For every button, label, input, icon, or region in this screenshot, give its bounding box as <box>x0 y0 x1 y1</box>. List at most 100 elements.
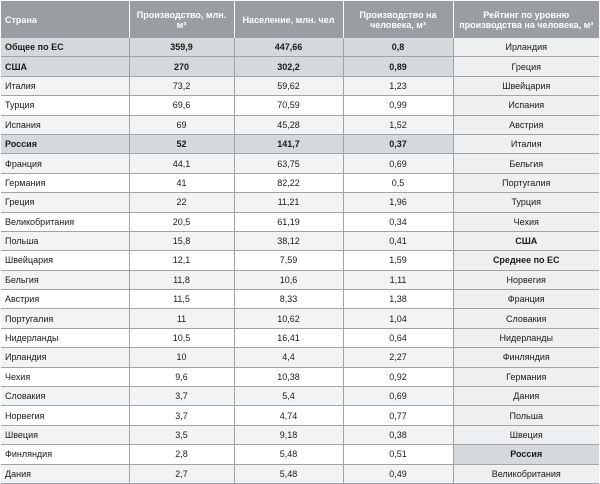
cell-country: Швейцария <box>1 250 130 271</box>
cell-country: Общее по ЕС <box>1 38 130 58</box>
header-population: Население, млн. чел <box>234 1 344 38</box>
cell-production: 69 <box>129 115 235 135</box>
cell-per-capita: 0,92 <box>343 367 454 388</box>
cell-rating: Среднее по ЕС <box>453 250 599 271</box>
cell-per-capita: 1,96 <box>343 192 454 213</box>
table-row: Португалия 11 10,62 1,04 Словакия <box>1 308 599 329</box>
table-row: Германия 41 82,22 0,5 Португалия <box>1 173 599 194</box>
cell-population: 63,75 <box>234 153 344 174</box>
cell-production: 44,1 <box>129 153 235 174</box>
cell-per-capita: 0,5 <box>343 173 454 194</box>
table-row: Испания 69 45,28 1,52 Австрия <box>1 115 599 135</box>
cell-per-capita: 1,04 <box>343 308 454 329</box>
cell-population: 5,48 <box>234 444 344 465</box>
cell-rating: Нидерланды <box>453 328 599 349</box>
table-row: Россия 52 141,7 0,37 Италия <box>1 134 599 155</box>
table-row: Греция 22 11,21 1,96 Турция <box>1 192 599 213</box>
cell-population: 141,7 <box>234 134 344 155</box>
cell-population: 59,62 <box>234 76 344 97</box>
cell-rating: Швеция <box>453 425 599 446</box>
cell-rating: США <box>453 231 599 252</box>
table-body: Общее по ЕС 359,9 447,66 0,8 Ирландия США 270 3… <box>1 38 599 484</box>
cell-per-capita: 0,41 <box>343 231 454 252</box>
table-row: Швеция 3,5 9,18 0,38 Швеция <box>1 425 599 446</box>
cell-rating: Греция <box>453 56 599 77</box>
cell-production: 41 <box>129 173 235 194</box>
cell-production: 22 <box>129 192 235 213</box>
table-row: Норвегия 3,7 4,74 0,77 Польша <box>1 405 599 426</box>
table-row: Австрия 11,5 8,33 1,38 Франция <box>1 289 599 310</box>
cell-population: 5,48 <box>234 464 344 484</box>
cell-per-capita: 0,38 <box>343 425 454 446</box>
header-rating: Рейтинг по уровню производства на челове… <box>453 1 599 38</box>
cell-population: 4,74 <box>234 405 344 426</box>
cell-rating: Португалия <box>453 173 599 194</box>
cell-per-capita: 0,64 <box>343 328 454 349</box>
cell-rating: Бельгия <box>453 153 599 174</box>
cell-population: 447,66 <box>234 38 344 58</box>
cell-country: Австрия <box>1 289 130 310</box>
cell-production: 10 <box>129 347 235 368</box>
header-country: Страна <box>1 1 130 38</box>
table-header: Страна Производство, млн. м³ Население, … <box>1 1 599 38</box>
cell-country: Словакия <box>1 386 130 407</box>
cell-production: 73,2 <box>129 76 235 97</box>
table-row: Франция 44,1 63,75 0,69 Бельгия <box>1 153 599 174</box>
cell-population: 9,18 <box>234 425 344 446</box>
cell-rating: Испания <box>453 95 599 116</box>
cell-production: 12,1 <box>129 250 235 271</box>
table-row: Бельгия 11,8 10,6 1,11 Норвегия <box>1 270 599 291</box>
cell-country: Испания <box>1 115 130 135</box>
cell-country: Франция <box>1 153 130 174</box>
cell-rating: Франция <box>453 289 599 310</box>
cell-per-capita: 0,69 <box>343 386 454 407</box>
cell-production: 2,7 <box>129 464 235 484</box>
cell-per-capita: 1,59 <box>343 250 454 271</box>
cell-rating: Швейцария <box>453 76 599 97</box>
table-row: Финляндия 2,8 5,48 0,51 Россия <box>1 444 599 465</box>
cell-per-capita: 0,89 <box>343 56 454 77</box>
cell-country: Великобритания <box>1 212 130 232</box>
cell-population: 45,28 <box>234 115 344 135</box>
cell-population: 61,19 <box>234 212 344 232</box>
table-row: Словакия 3,7 5,4 0,69 Дания <box>1 386 599 407</box>
cell-population: 8,33 <box>234 289 344 310</box>
cell-production: 11,5 <box>129 289 235 310</box>
cell-rating: Дания <box>453 386 599 407</box>
cell-population: 4,4 <box>234 347 344 368</box>
cell-production: 3,7 <box>129 405 235 426</box>
cell-production: 20,5 <box>129 212 235 232</box>
cell-per-capita: 2,27 <box>343 347 454 368</box>
cell-rating: Италия <box>453 134 599 155</box>
cell-population: 302,2 <box>234 56 344 77</box>
cell-rating: Словакия <box>453 308 599 329</box>
table-row: Ирландия 10 4,4 2,27 Финляндия <box>1 347 599 368</box>
cell-rating: Норвегия <box>453 270 599 291</box>
cell-rating: Финляндия <box>453 347 599 368</box>
cell-country: США <box>1 56 130 77</box>
cell-per-capita: 0,34 <box>343 212 454 232</box>
table-row: Нидерланды 10,5 16,41 0,64 Нидерланды <box>1 328 599 349</box>
cell-production: 9,6 <box>129 367 235 388</box>
cell-rating: Австрия <box>453 115 599 135</box>
cell-country: Нидерланды <box>1 328 130 349</box>
cell-rating: Великобритания <box>453 464 599 484</box>
table-row: Чехия 9,6 10,38 0,92 Германия <box>1 367 599 388</box>
cell-country: Финляндия <box>1 444 130 465</box>
cell-population: 11,21 <box>234 192 344 213</box>
cell-production: 270 <box>129 56 235 77</box>
cell-population: 38,12 <box>234 231 344 252</box>
cell-production: 11,8 <box>129 270 235 291</box>
table-row: Великобритания 20,5 61,19 0,34 Чехия <box>1 212 599 232</box>
cell-production: 2,8 <box>129 444 235 465</box>
cell-population: 82,22 <box>234 173 344 194</box>
cell-production: 69,6 <box>129 95 235 116</box>
cell-rating: Чехия <box>453 212 599 232</box>
cell-production: 359,9 <box>129 38 235 58</box>
cell-per-capita: 0,77 <box>343 405 454 426</box>
cell-country: Швеция <box>1 425 130 446</box>
table-row: США 270 302,2 0,89 Греция <box>1 56 599 77</box>
cell-production: 52 <box>129 134 235 155</box>
